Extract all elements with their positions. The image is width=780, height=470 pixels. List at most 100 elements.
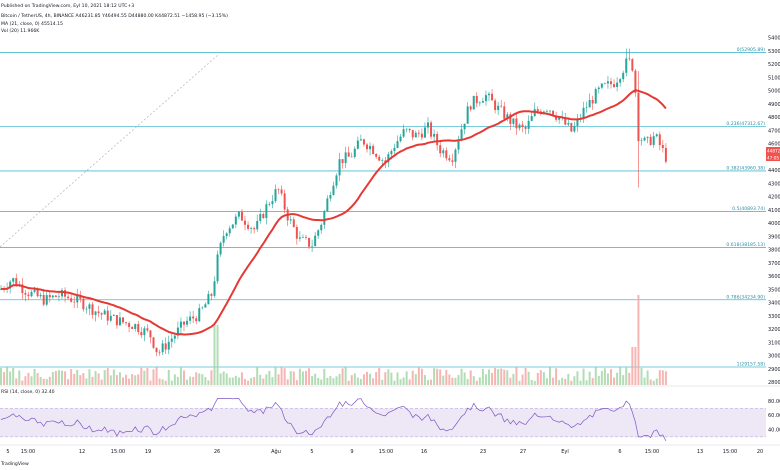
candle[interactable] [393, 147, 396, 152]
candle[interactable] [387, 154, 390, 163]
candle[interactable] [451, 160, 454, 162]
candle[interactable] [646, 136, 649, 138]
candle[interactable] [195, 318, 198, 322]
candle[interactable] [494, 100, 497, 111]
candle[interactable] [146, 328, 149, 331]
candle[interactable] [549, 110, 551, 112]
candle[interactable] [658, 134, 661, 146]
candle[interactable] [472, 95, 475, 110]
candle[interactable] [445, 150, 448, 159]
candle[interactable] [436, 133, 439, 146]
candle[interactable] [268, 204, 271, 205]
candle[interactable] [491, 93, 494, 101]
candle[interactable] [600, 83, 603, 88]
candle[interactable] [375, 154, 378, 157]
candle[interactable] [210, 294, 213, 296]
candle[interactable] [417, 132, 420, 134]
candle[interactable] [216, 254, 219, 282]
candle[interactable] [88, 304, 91, 309]
candle[interactable] [631, 59, 634, 71]
candle[interactable] [219, 242, 222, 255]
candle[interactable] [555, 115, 558, 120]
candle[interactable] [262, 214, 265, 219]
candle[interactable] [173, 335, 176, 339]
candle[interactable] [247, 224, 250, 229]
candle[interactable] [36, 289, 39, 297]
price-axis[interactable]: 54000 53000 52000 51000 50000 49000 48000 47000… [768, 36, 780, 386]
candle[interactable] [61, 290, 63, 297]
candle[interactable] [634, 70, 637, 93]
candle[interactable] [381, 160, 384, 162]
candle[interactable] [524, 126, 527, 129]
candle[interactable] [237, 211, 240, 217]
candle[interactable] [122, 317, 124, 323]
candle[interactable] [640, 140, 643, 142]
candle[interactable] [228, 228, 231, 234]
candle[interactable] [521, 124, 524, 127]
candle[interactable] [518, 124, 521, 129]
candle[interactable] [42, 294, 45, 305]
candle[interactable] [500, 105, 503, 107]
candle[interactable] [207, 294, 210, 305]
candle[interactable] [204, 304, 207, 308]
candle[interactable] [606, 81, 609, 84]
candle[interactable] [356, 140, 359, 149]
candle[interactable] [338, 159, 341, 176]
candle[interactable] [423, 127, 426, 138]
candle[interactable] [277, 189, 280, 190]
candle[interactable] [463, 123, 466, 130]
candle[interactable] [457, 140, 460, 150]
candle[interactable] [372, 145, 375, 155]
candle[interactable] [222, 236, 225, 243]
candle[interactable] [378, 156, 381, 161]
candle[interactable] [622, 72, 625, 80]
candle[interactable] [509, 114, 512, 124]
candle[interactable] [155, 347, 158, 353]
candle[interactable] [100, 313, 103, 315]
candle[interactable] [637, 92, 640, 142]
candle[interactable] [475, 95, 478, 104]
candle[interactable] [115, 315, 118, 326]
candle[interactable] [271, 201, 274, 205]
candle[interactable] [112, 315, 115, 316]
candle[interactable] [454, 149, 457, 162]
candle[interactable] [408, 128, 411, 131]
candle[interactable] [655, 134, 658, 137]
candle[interactable] [390, 151, 393, 155]
candle[interactable] [30, 291, 33, 297]
candle[interactable] [9, 281, 12, 289]
candle[interactable] [359, 139, 362, 141]
candle[interactable] [414, 132, 417, 138]
candle[interactable] [405, 128, 408, 130]
candle[interactable] [488, 93, 490, 96]
candle[interactable] [250, 228, 253, 229]
time-axis[interactable]: 5 15:00 12 15:00 19 26 Ağu 5 9 15:00 16 23 27 Eyl 6 15:… [6, 448, 763, 455]
candle[interactable] [21, 284, 24, 293]
candle[interactable] [85, 308, 88, 310]
candle[interactable] [466, 106, 469, 124]
candle[interactable] [149, 330, 152, 338]
candle[interactable] [564, 117, 567, 125]
candle[interactable] [176, 327, 179, 336]
candle[interactable] [649, 136, 652, 145]
candle[interactable] [118, 317, 121, 326]
candle[interactable] [103, 310, 106, 315]
candle[interactable] [317, 230, 320, 236]
candle[interactable] [198, 308, 201, 322]
candle[interactable] [73, 301, 76, 303]
candle[interactable] [460, 129, 463, 141]
candle[interactable] [427, 122, 429, 128]
candle[interactable] [24, 292, 27, 295]
candle[interactable] [585, 107, 588, 109]
candle[interactable] [399, 136, 402, 142]
candle[interactable] [558, 117, 561, 120]
candle[interactable] [366, 144, 368, 150]
candle[interactable] [643, 137, 646, 141]
candle[interactable] [448, 158, 451, 161]
candle[interactable] [137, 324, 140, 333]
candle[interactable] [545, 111, 548, 112]
fib-levels[interactable]: 0(52905.89) 0.236(47312.67) 0.382(43960.38… [0, 47, 766, 368]
candle[interactable] [326, 198, 329, 212]
candle[interactable] [582, 107, 585, 119]
